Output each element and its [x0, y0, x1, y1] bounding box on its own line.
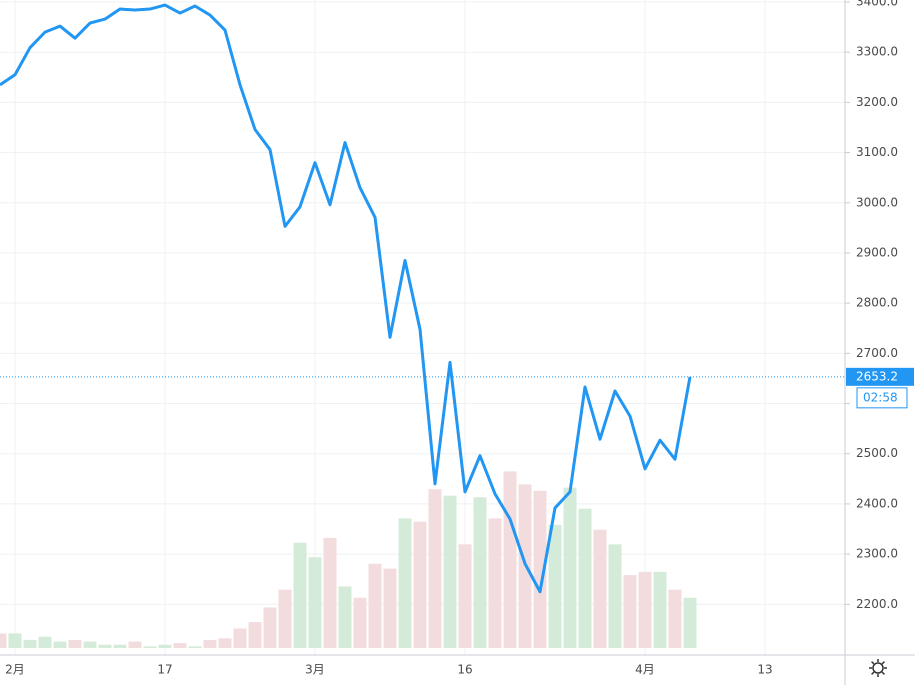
- volume-bar: [413, 521, 427, 648]
- volume-bar: [218, 638, 232, 648]
- volume-bar: [608, 544, 622, 648]
- y-tick-label: 2800.0: [856, 296, 898, 310]
- x-tick-label: 3月: [305, 663, 325, 677]
- volume-bar: [593, 529, 607, 648]
- volume-bar: [398, 518, 412, 648]
- countdown-box: [856, 387, 908, 409]
- volume-bar: [68, 639, 82, 648]
- volume-bar: [38, 636, 52, 648]
- volume-bar: [353, 597, 367, 648]
- volume-bar: [233, 628, 247, 648]
- volume-bar: [188, 646, 202, 648]
- volume-bar: [503, 471, 517, 648]
- y-tick-label: 2700.0: [856, 346, 898, 360]
- y-tick-label: 2400.0: [856, 496, 898, 510]
- gear-teeth: [869, 659, 887, 677]
- last-price-box: [846, 367, 914, 386]
- volume-bar: [158, 644, 172, 648]
- volume-bar: [113, 644, 127, 648]
- volume-bar: [458, 544, 472, 648]
- last-price-label: 2653.2: [856, 369, 898, 383]
- volume-bar: [428, 489, 442, 648]
- y-tick-label: 2900.0: [856, 245, 898, 259]
- volume-bar: [23, 639, 37, 648]
- volume-bar: [98, 644, 112, 648]
- volume-bar: [203, 639, 217, 648]
- settings-icon[interactable]: [869, 659, 887, 677]
- volume-bar: [383, 568, 397, 648]
- volume-bar: [653, 571, 667, 648]
- x-tick-label: 4月: [635, 663, 655, 677]
- x-tick-label: 2月: [5, 663, 25, 677]
- volume-bar: [338, 586, 352, 648]
- volume-bar: [143, 646, 157, 648]
- volume-bar: [488, 518, 502, 648]
- y-tick-label: 2500.0: [856, 446, 898, 460]
- volume-bar: [548, 524, 562, 648]
- volume-bar: [683, 597, 697, 648]
- volume-bar: [293, 542, 307, 648]
- x-tick-label: 13: [757, 663, 772, 677]
- price-line: [0, 3, 692, 594]
- y-tick-label: 3200.0: [856, 95, 898, 109]
- volume-bar: [563, 487, 577, 648]
- volume-bar: [278, 589, 292, 648]
- volume-bar: [638, 571, 652, 648]
- volume-bar: [8, 633, 22, 648]
- y-tick-label: 3400.0: [856, 0, 898, 9]
- x-tick-label: 17: [157, 663, 172, 677]
- volume-bar: [83, 641, 97, 648]
- y-tick-label: 2200.0: [856, 597, 898, 611]
- volume-bar: [263, 607, 277, 648]
- volume-bar: [668, 589, 682, 648]
- volume-bar: [578, 508, 592, 648]
- volume-bar: [533, 490, 547, 648]
- x-tick-label: 16: [457, 663, 472, 677]
- volume-bar: [128, 641, 142, 648]
- volume-bar: [623, 575, 637, 648]
- volume-bar: [53, 641, 67, 648]
- volume-bar: [473, 497, 487, 648]
- y-tick-label: 2300.0: [856, 547, 898, 561]
- y-tick-label: 3300.0: [856, 45, 898, 59]
- volume-bar: [368, 563, 382, 648]
- volume-bar: [173, 643, 187, 648]
- gear-body: [872, 662, 884, 674]
- y-tick-label: 3100.0: [856, 145, 898, 159]
- volume-bar: [248, 622, 262, 648]
- volume-bar: [308, 557, 322, 648]
- y-tick-label: 3000.0: [856, 195, 898, 209]
- countdown-label: 02:58: [863, 390, 898, 404]
- volume-bar: [443, 495, 457, 648]
- volume-bar: [323, 537, 337, 648]
- volume-bar: [0, 633, 7, 648]
